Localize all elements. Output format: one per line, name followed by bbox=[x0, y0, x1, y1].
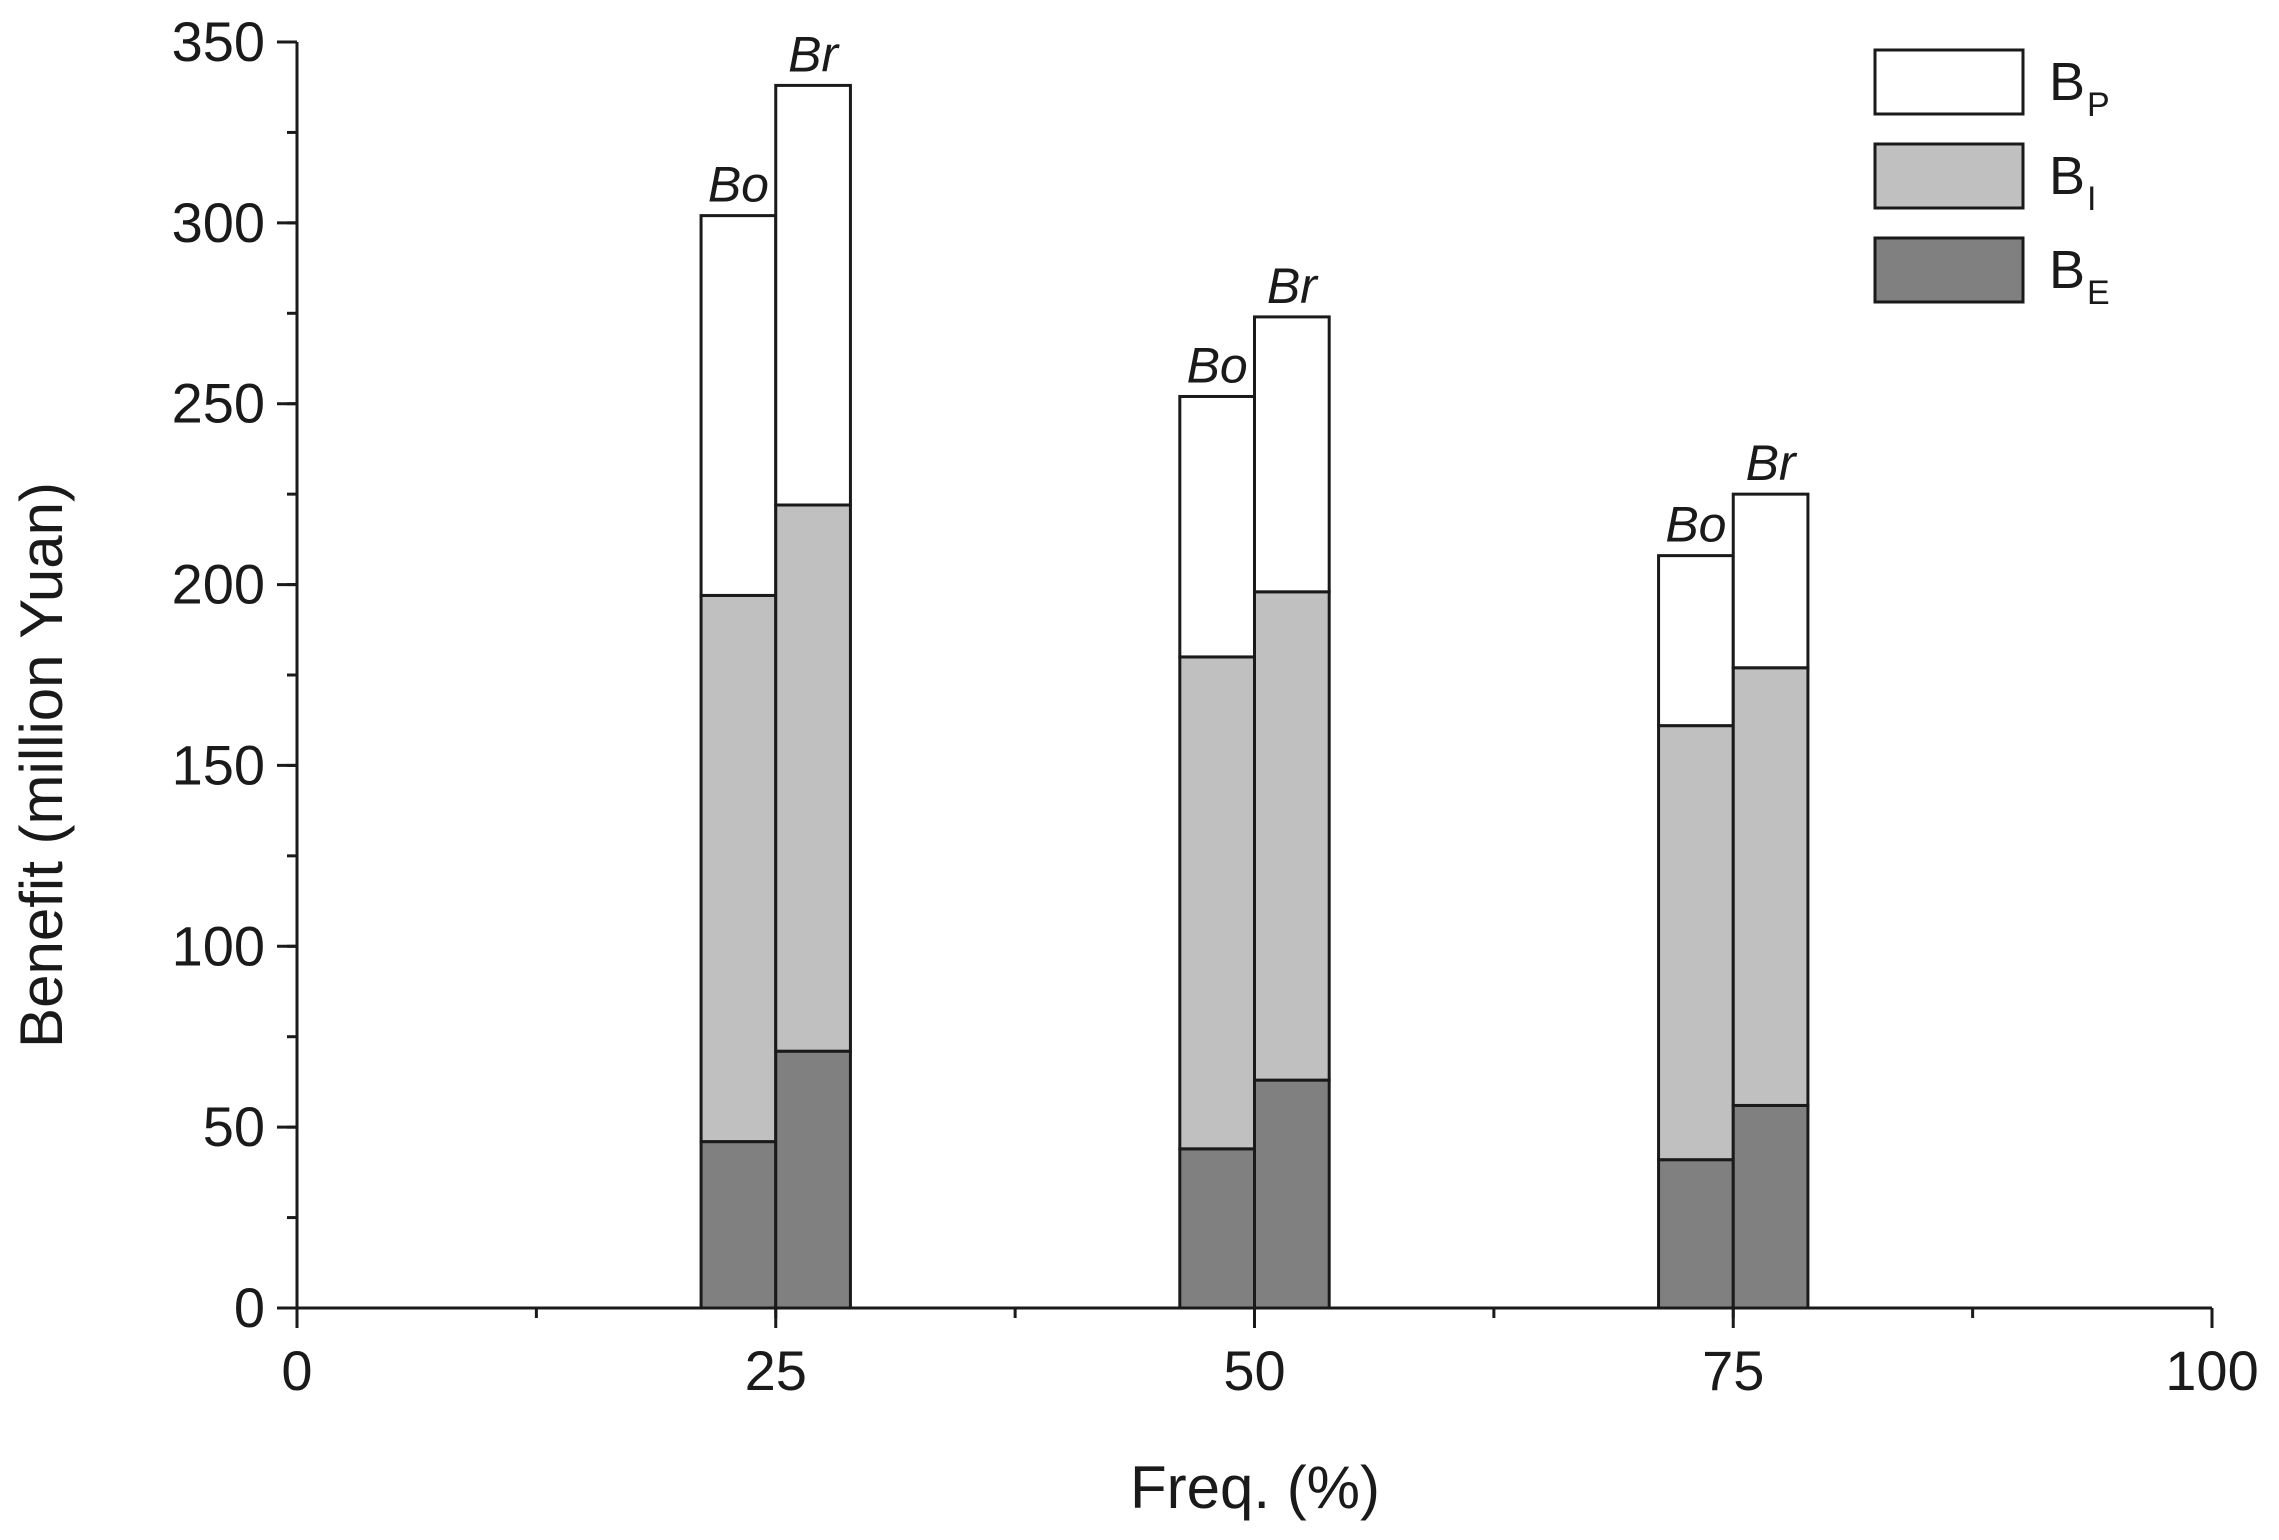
bar-segment-b-e bbox=[774, 1049, 852, 1310]
legend: BP BI BE bbox=[1873, 48, 2110, 312]
legend-entry: BE bbox=[2049, 240, 2110, 312]
bar-segment-b-e bbox=[1731, 1103, 1810, 1310]
bar-labels: Bo Br Bo Br Bo Br bbox=[708, 26, 1798, 552]
legend-swatch bbox=[1873, 48, 2025, 116]
bar-segment-b-p bbox=[1178, 394, 1256, 659]
bar-segment-b-i bbox=[699, 593, 778, 1144]
y-tick-label: 0 bbox=[234, 1276, 265, 1339]
x-axis-title: Freq. (%) bbox=[1130, 1454, 1380, 1521]
bar-segment-b-i bbox=[774, 503, 852, 1053]
bar-segment-b-p bbox=[1253, 315, 1331, 594]
x-tick-label: 25 bbox=[745, 1339, 807, 1402]
bars bbox=[699, 83, 1810, 1310]
bar-label: Br bbox=[1746, 435, 1798, 491]
y-tick-label: 100 bbox=[172, 914, 265, 977]
y-tick-label: 300 bbox=[172, 191, 265, 254]
legend-entry: BI bbox=[2049, 146, 2096, 218]
bar-segment-b-e bbox=[1178, 1147, 1256, 1310]
bar-segment-b-p bbox=[699, 214, 778, 597]
bar-segment-b-p bbox=[1657, 554, 1735, 728]
x-tick-label: 100 bbox=[2165, 1339, 2258, 1402]
legend-entry: BP bbox=[2049, 52, 2110, 124]
bar-segment-b-i bbox=[1657, 724, 1735, 1162]
y-axis-title: Benefit (million Yuan) bbox=[8, 482, 75, 1048]
bar-segment-b-i bbox=[1178, 655, 1256, 1151]
bar-label: Bo bbox=[708, 157, 769, 213]
bar-segment-b-e bbox=[1657, 1158, 1735, 1310]
bar-label: Bo bbox=[1665, 497, 1726, 553]
bar-label: Br bbox=[788, 26, 840, 82]
y-tick-label: 250 bbox=[172, 372, 265, 435]
y-tick-label: 200 bbox=[172, 553, 265, 616]
bar-segment-b-p bbox=[774, 83, 852, 507]
legend-swatch bbox=[1873, 236, 2025, 304]
axes: 0 50 100 150 200 250 300 350 0 25 50 75 100 bbox=[172, 10, 2259, 1402]
y-tick-label: 350 bbox=[172, 10, 265, 73]
bar-segment-b-e bbox=[699, 1140, 778, 1310]
x-tick-label: 75 bbox=[1702, 1339, 1764, 1402]
bar-segment-b-p bbox=[1731, 492, 1810, 670]
bar-segment-b-e bbox=[1253, 1078, 1331, 1310]
bar-label: Br bbox=[1267, 258, 1319, 314]
y-tick-label: 150 bbox=[172, 733, 265, 796]
y-tick-label: 50 bbox=[203, 1095, 265, 1158]
legend-swatch bbox=[1873, 142, 2025, 210]
bar-segment-b-i bbox=[1731, 666, 1810, 1107]
x-tick-label: 50 bbox=[1223, 1339, 1285, 1402]
bar-label: Bo bbox=[1187, 337, 1248, 393]
bar-segment-b-i bbox=[1253, 590, 1331, 1082]
x-tick-label: 0 bbox=[281, 1339, 312, 1402]
